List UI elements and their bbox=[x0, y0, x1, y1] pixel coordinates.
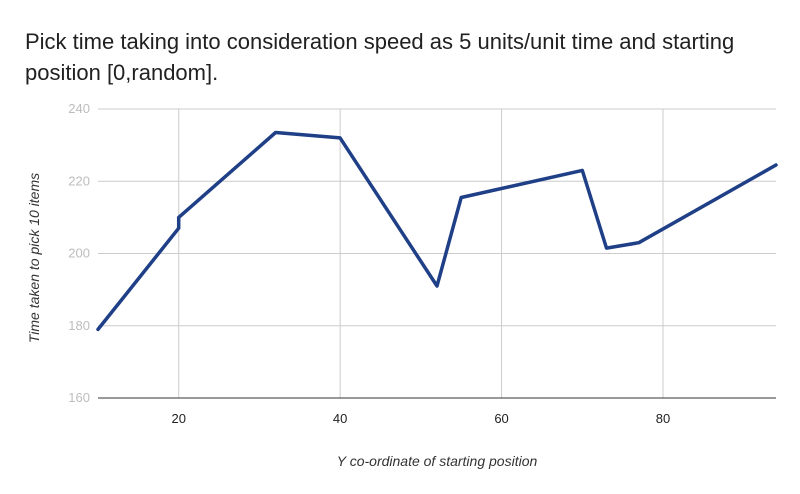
y-axis-title: Time taken to pick 10 items bbox=[26, 173, 42, 343]
y-tick-label: 200 bbox=[68, 246, 90, 261]
x-tick-label: 40 bbox=[333, 411, 347, 426]
x-axis-title: Y co-ordinate of starting position bbox=[337, 453, 538, 469]
horizontal-gridlines bbox=[98, 108, 776, 399]
y-tick-label: 180 bbox=[68, 318, 90, 333]
y-tick-label: 160 bbox=[68, 390, 90, 405]
x-tick-labels: 20 40 60 80 bbox=[171, 411, 670, 426]
chart-title: Pick time taking into consideration spee… bbox=[25, 29, 735, 85]
y-tick-label: 220 bbox=[68, 173, 90, 188]
series-line bbox=[96, 130, 778, 332]
y-tick-labels: 160 180 200 220 240 bbox=[68, 101, 90, 405]
y-tick-label: 240 bbox=[68, 101, 90, 116]
x-tick-label: 60 bbox=[494, 411, 508, 426]
x-tick-label: 80 bbox=[656, 411, 670, 426]
x-tick-label: 20 bbox=[171, 411, 185, 426]
series-layer bbox=[96, 130, 778, 332]
